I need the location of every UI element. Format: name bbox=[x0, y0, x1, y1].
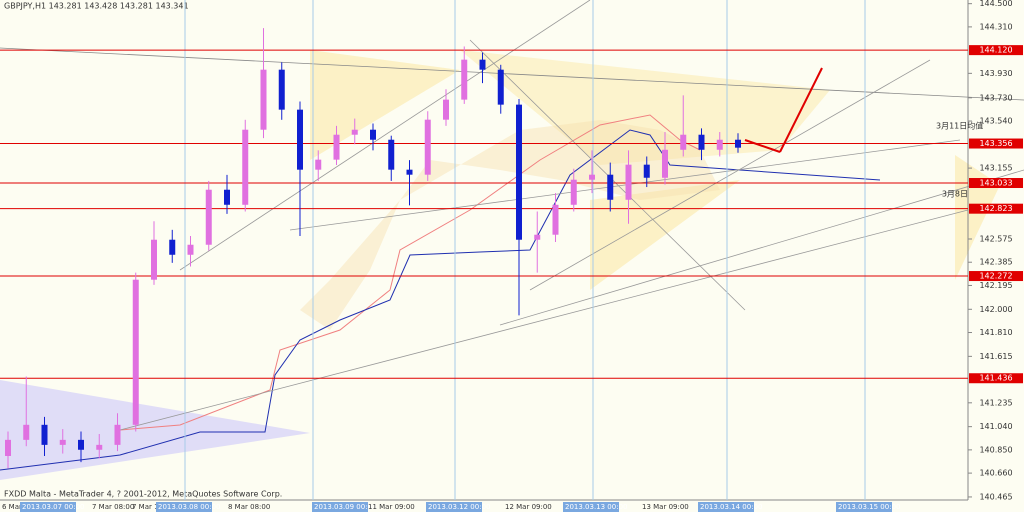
candle-body bbox=[333, 134, 340, 160]
candle-body bbox=[443, 99, 449, 120]
y-tick-label: 141.615 bbox=[979, 352, 1012, 361]
candle-body bbox=[735, 139, 741, 148]
header: GBPJPY,H1 143.281 143.428 143.281 143.34… bbox=[4, 2, 189, 11]
level-label: 143.033 bbox=[979, 179, 1012, 188]
candle-body bbox=[662, 149, 668, 178]
x-tick-label: 11 Mar 09:00 bbox=[368, 503, 415, 511]
x-label-box bbox=[20, 502, 76, 512]
footer: FXDD Malta - MetaTrader 4, ? 2001-2012, … bbox=[4, 490, 282, 499]
candle-body bbox=[351, 129, 358, 135]
x-tick-label: 8 Mar 08:00 bbox=[228, 503, 270, 511]
y-tick-label: 140.850 bbox=[979, 445, 1012, 454]
x-tick-label: 2013.03.08 00:00 bbox=[158, 503, 220, 511]
y-tick-label: 144.310 bbox=[979, 22, 1012, 31]
candle-body bbox=[59, 439, 66, 445]
candle-body bbox=[297, 109, 303, 170]
candle-body bbox=[370, 129, 376, 140]
x-tick-label: 2013.03.12 00:00 bbox=[428, 503, 490, 511]
candle-body bbox=[242, 129, 249, 205]
x-tick-label: 6 Mar bbox=[2, 503, 22, 511]
level-label-box bbox=[969, 138, 1023, 149]
candle-body bbox=[151, 239, 157, 280]
x-label-box bbox=[312, 502, 368, 512]
y-tick-label: 142.195 bbox=[979, 281, 1012, 290]
x-label-box bbox=[563, 502, 619, 512]
candle-body bbox=[516, 104, 522, 240]
candle-body bbox=[224, 189, 230, 205]
level-label: 144.120 bbox=[979, 46, 1012, 55]
y-tick-label: 141.810 bbox=[979, 328, 1012, 337]
x-tick-label: 2013.03.13 00:00 bbox=[565, 503, 627, 511]
x-tick-label: 2013.03.15 00:00 bbox=[838, 503, 900, 511]
y-tick-label: 142.000 bbox=[979, 305, 1012, 314]
candle-body bbox=[5, 439, 11, 456]
y-tick-label: 140.660 bbox=[979, 469, 1012, 478]
candle-body bbox=[570, 179, 577, 205]
y-tick-label: 140.465 bbox=[979, 492, 1012, 501]
x-tick-label: 2013.03.09 00:00 bbox=[314, 503, 376, 511]
level-label-box bbox=[969, 178, 1023, 189]
y-tick-label: 143.155 bbox=[979, 164, 1012, 173]
x-label-box bbox=[426, 502, 482, 512]
candle-body bbox=[589, 174, 595, 180]
candle-body bbox=[205, 189, 212, 245]
x-tick-label: 12 Mar 09:00 bbox=[505, 503, 552, 511]
level-label: 142.823 bbox=[979, 204, 1012, 213]
x-label-box bbox=[836, 502, 892, 512]
y-tick-label: 143.930 bbox=[979, 69, 1012, 78]
x-tick-label: 2013.03.14 00:00 bbox=[700, 503, 762, 511]
level-label-box bbox=[969, 203, 1023, 214]
y-tick-label: 143.730 bbox=[979, 93, 1012, 102]
y-tick-label: 141.235 bbox=[979, 398, 1012, 407]
candle-body bbox=[625, 164, 632, 200]
candle-body bbox=[41, 424, 48, 445]
candle-body bbox=[169, 239, 176, 255]
x-tick-label: 7 Mar 16:00 bbox=[132, 503, 174, 511]
x-label-box bbox=[698, 502, 754, 512]
x-tick-label: 7 Mar 08:00 bbox=[92, 503, 134, 511]
candle-body bbox=[424, 119, 431, 175]
candle-body bbox=[461, 59, 468, 100]
candle-body bbox=[552, 204, 559, 235]
y-tick-label: 142.385 bbox=[979, 258, 1012, 267]
candle-body bbox=[78, 439, 84, 450]
level-label-box bbox=[969, 271, 1023, 282]
candle-body bbox=[497, 69, 504, 105]
candle-body bbox=[132, 279, 139, 425]
candle-body bbox=[23, 424, 30, 440]
annotation: 3月8日 bbox=[942, 190, 968, 199]
y-tick-label: 141.040 bbox=[979, 422, 1012, 431]
candle-body bbox=[479, 59, 486, 70]
candle-body bbox=[315, 159, 322, 170]
candle-body bbox=[278, 69, 285, 110]
level-label: 141.436 bbox=[979, 374, 1012, 383]
candle-body bbox=[716, 139, 723, 150]
candle-body bbox=[187, 244, 194, 255]
level-label: 143.356 bbox=[979, 139, 1012, 148]
candle-body bbox=[260, 69, 267, 130]
candle-body bbox=[114, 424, 121, 445]
x-label-box bbox=[156, 502, 212, 512]
annotation: 3月11日均值 bbox=[936, 121, 983, 131]
level-label-box bbox=[969, 373, 1023, 384]
level-label: 142.272 bbox=[979, 272, 1012, 281]
candle-body bbox=[643, 164, 650, 178]
candle-body bbox=[96, 444, 103, 450]
y-tick-label: 144.500 bbox=[979, 0, 1012, 8]
candle-body bbox=[698, 134, 705, 150]
candle-body bbox=[388, 139, 395, 170]
level-label-box bbox=[969, 45, 1023, 56]
y-tick-label: 142.575 bbox=[979, 234, 1012, 243]
y-tick-label: 143.540 bbox=[979, 117, 1012, 126]
candle-body bbox=[534, 234, 541, 240]
candle-body bbox=[406, 169, 413, 175]
candle-body bbox=[607, 174, 614, 200]
candle-body bbox=[680, 134, 687, 150]
x-tick-label: 13 Mar 09:00 bbox=[642, 503, 689, 511]
x-tick-label: 2013.03.07 00:00 bbox=[22, 503, 84, 511]
